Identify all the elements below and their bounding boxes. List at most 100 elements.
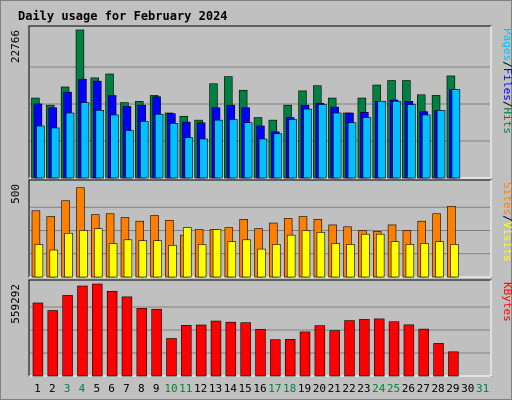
x-tick-label-day-11: 11 — [179, 382, 192, 395]
bar-visits-day-25 — [390, 241, 400, 278]
bar-kbytes-day-13 — [210, 320, 222, 377]
bar-pages-day-18 — [288, 119, 297, 179]
bar-pages-day-3 — [65, 112, 75, 179]
bar-pages-day-4 — [80, 102, 90, 179]
bar-visits-day-19 — [301, 230, 311, 278]
bar-pages-day-9 — [154, 113, 164, 179]
bar-visits-day-15 — [242, 239, 251, 278]
bar-visits-day-17 — [272, 244, 281, 278]
x-tick-label-day-14: 14 — [224, 382, 238, 395]
x-tick-label-day-25: 25 — [387, 382, 400, 395]
bar-visits-day-5 — [94, 228, 103, 278]
x-tick-label-day-26: 26 — [402, 382, 415, 395]
legend-pages-label: Pages — [501, 28, 512, 61]
bar-kbytes-day-14 — [225, 321, 237, 377]
legend--label: / — [501, 101, 512, 108]
x-tick-label-day-8: 8 — [138, 382, 145, 395]
bar-visits-day-26 — [405, 244, 415, 278]
x-tick-label-day-27: 27 — [417, 382, 430, 395]
bar-kbytes-day-19 — [299, 331, 311, 377]
x-tick-label-day-7: 7 — [123, 382, 130, 395]
x-tick-label-day-10: 10 — [164, 382, 177, 395]
x-tick-label-day-9: 9 — [153, 382, 160, 395]
x-tick-label-day-28: 28 — [431, 382, 444, 395]
bar-visits-day-8 — [138, 240, 148, 278]
panel-legend: KBytes — [501, 282, 512, 322]
bar-kbytes-day-12 — [195, 324, 207, 377]
bar-kbytes-day-24 — [373, 318, 385, 377]
bar-kbytes-day-2 — [47, 310, 58, 377]
bar-kbytes-day-8 — [136, 308, 148, 377]
legend-files-label: Files — [501, 68, 512, 101]
bar-kbytes-day-18 — [284, 339, 296, 377]
legend-sites-label: Sites — [501, 182, 512, 215]
bar-visits-day-12 — [197, 244, 207, 278]
bar-pages-day-17 — [273, 133, 283, 179]
x-tick-label-day-12: 12 — [194, 382, 207, 395]
bar-kbytes-day-27 — [418, 328, 429, 377]
bar-pages-day-23 — [362, 117, 372, 179]
y-max-label: 559292 — [9, 284, 22, 324]
bar-visits-day-28 — [435, 241, 444, 278]
bar-pages-day-29 — [451, 89, 461, 179]
bar-pages-day-7 — [125, 130, 134, 179]
bar-kbytes-day-1 — [32, 302, 44, 377]
bar-visits-day-20 — [316, 232, 326, 278]
bar-visits-day-1 — [34, 244, 44, 278]
bar-pages-day-25 — [392, 100, 401, 179]
x-tick-label-day-13: 13 — [209, 382, 222, 395]
panel-visits-sites: 500 Sites/Visits — [9, 179, 512, 278]
x-tick-label-day-3: 3 — [64, 382, 71, 395]
bar-pages-day-14 — [229, 119, 238, 179]
x-tick-label-day-15: 15 — [239, 382, 252, 395]
legend-hits-label: Hits — [501, 108, 512, 135]
y-max-label: 500 — [9, 184, 22, 204]
bar-pages-day-24 — [377, 100, 386, 179]
bar-kbytes-day-25 — [388, 321, 400, 377]
bar-pages-day-2 — [51, 127, 60, 179]
panel-bars — [32, 283, 459, 377]
bar-visits-day-27 — [420, 243, 429, 278]
bar-visits-day-18 — [286, 234, 296, 278]
panel-kbytes: 559292 KBytes — [9, 279, 512, 377]
bar-pages-day-16 — [258, 138, 268, 179]
bar-kbytes-day-3 — [62, 295, 73, 377]
bar-kbytes-day-5 — [92, 283, 103, 377]
y-max-label: 22766 — [9, 30, 22, 63]
bar-kbytes-day-9 — [151, 308, 162, 377]
bar-visits-day-22 — [346, 244, 355, 278]
bar-visits-day-14 — [227, 241, 237, 278]
x-tick-label-day-5: 5 — [93, 382, 100, 395]
bar-kbytes-day-28 — [433, 343, 444, 377]
bar-kbytes-day-6 — [106, 290, 118, 377]
legend-visits-label: Visits — [501, 222, 512, 262]
bar-visits-day-24 — [375, 233, 385, 278]
bar-pages-day-26 — [407, 104, 416, 179]
x-tick-label-day-21: 21 — [328, 382, 341, 395]
bar-visits-day-21 — [331, 243, 340, 278]
x-tick-label-day-17: 17 — [268, 382, 281, 395]
legend-kbytes-label: KBytes — [501, 282, 512, 322]
x-tick-label-day-24: 24 — [372, 382, 386, 395]
x-tick-label-day-19: 19 — [298, 382, 311, 395]
bar-visits-day-23 — [361, 233, 370, 278]
bar-visits-day-2 — [49, 249, 58, 278]
bar-kbytes-day-16 — [255, 328, 266, 377]
bar-visits-day-9 — [153, 240, 162, 278]
x-tick-label-day-31: 31 — [476, 382, 489, 395]
bar-kbytes-day-7 — [121, 296, 133, 377]
bar-visits-day-7 — [123, 239, 133, 278]
bar-pages-day-22 — [347, 122, 357, 179]
chart-title: Daily usage for February 2024 — [18, 9, 228, 23]
panel-legend: Pages/Files/Hits — [501, 28, 512, 134]
x-tick-label-day-16: 16 — [253, 382, 266, 395]
bar-visits-day-11 — [183, 227, 192, 278]
bar-kbytes-day-26 — [403, 324, 415, 377]
bar-visits-day-6 — [108, 243, 118, 278]
bar-pages-day-11 — [184, 137, 194, 179]
legend--label: / — [501, 61, 512, 68]
bar-kbytes-day-17 — [270, 339, 281, 377]
bar-pages-day-19 — [303, 108, 312, 179]
